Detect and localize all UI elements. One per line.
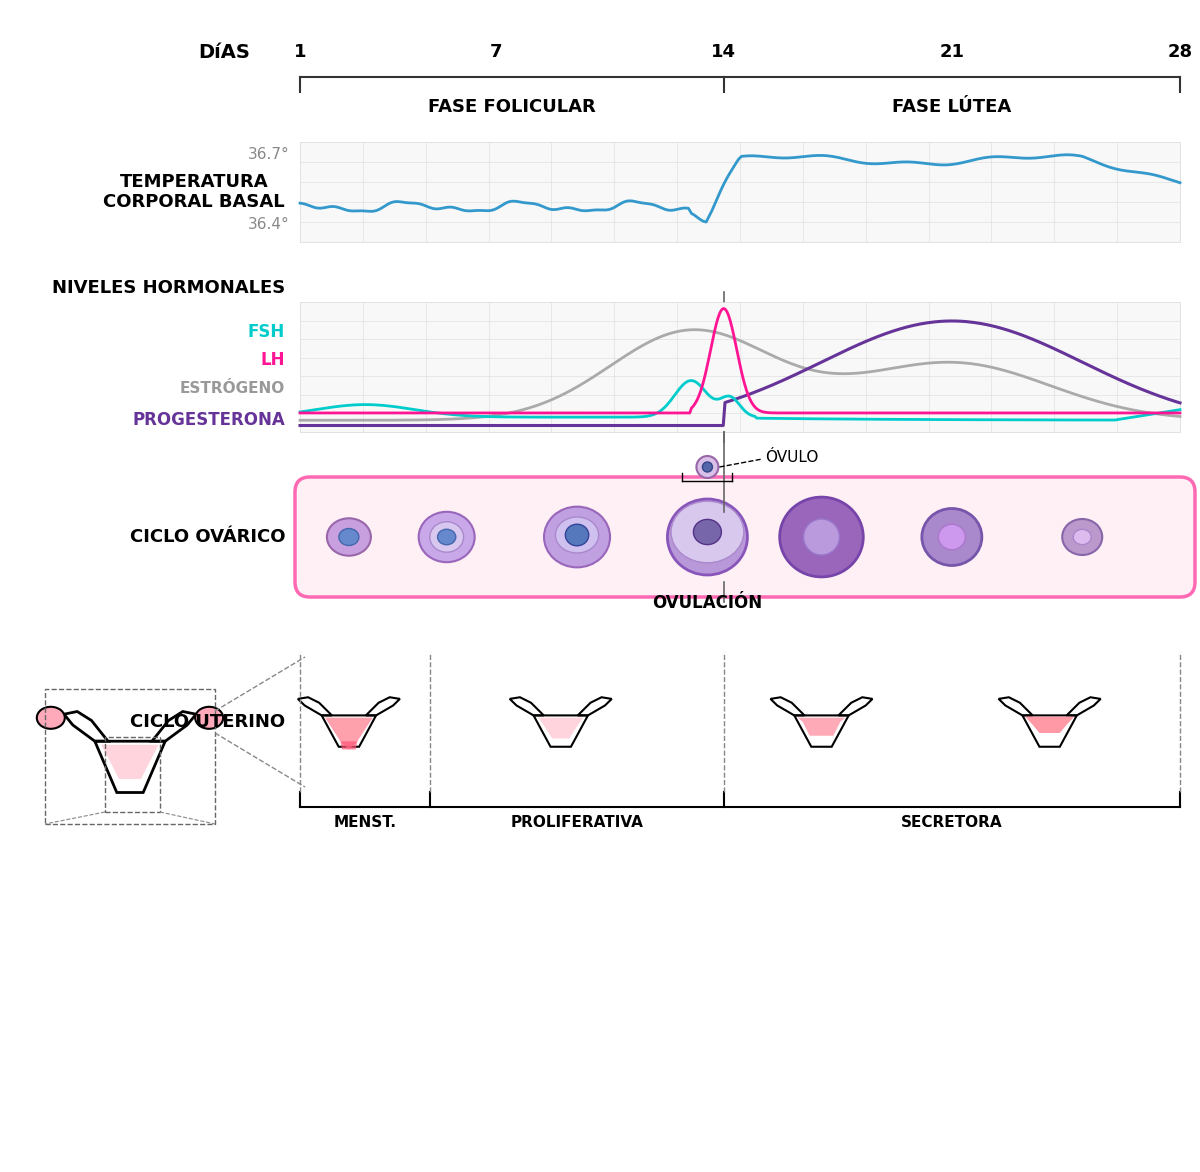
Polygon shape — [798, 717, 845, 736]
Text: ESTRÓGENO: ESTRÓGENO — [180, 381, 286, 395]
Ellipse shape — [1073, 530, 1091, 545]
Text: DíAS: DíAS — [198, 42, 250, 61]
Bar — [106, 737, 160, 812]
Text: LH: LH — [260, 350, 286, 369]
Bar — [46, 689, 215, 824]
Text: 7: 7 — [490, 43, 502, 61]
FancyBboxPatch shape — [295, 477, 1195, 597]
Bar — [300, 142, 1180, 241]
Polygon shape — [325, 717, 373, 750]
Text: OVULACIÓN: OVULACIÓN — [653, 594, 762, 612]
Text: TEMPERATURA
CORPORAL BASAL: TEMPERATURA CORPORAL BASAL — [103, 172, 286, 211]
Ellipse shape — [196, 707, 223, 729]
Ellipse shape — [338, 529, 359, 545]
Text: FASE LÚTEA: FASE LÚTEA — [893, 98, 1012, 116]
Text: 28: 28 — [1168, 43, 1193, 61]
Ellipse shape — [419, 512, 475, 563]
Polygon shape — [539, 717, 583, 738]
Ellipse shape — [780, 497, 863, 577]
Text: CICLO UTERINO: CICLO UTERINO — [130, 713, 286, 731]
Ellipse shape — [326, 518, 371, 556]
Text: SECRETORA: SECRETORA — [901, 815, 1003, 830]
Polygon shape — [1025, 716, 1074, 732]
Ellipse shape — [696, 456, 719, 478]
Text: ÓVULO: ÓVULO — [766, 450, 818, 464]
Ellipse shape — [702, 462, 713, 472]
Text: PROLIFERATIVA: PROLIFERATIVA — [510, 815, 643, 830]
Text: 14: 14 — [712, 43, 737, 61]
Ellipse shape — [804, 519, 840, 556]
Ellipse shape — [938, 524, 965, 550]
Text: MENST.: MENST. — [334, 815, 397, 830]
Ellipse shape — [565, 524, 589, 546]
Ellipse shape — [671, 502, 744, 563]
Text: 21: 21 — [940, 43, 965, 61]
Ellipse shape — [694, 519, 721, 545]
Text: PROGESTERONA: PROGESTERONA — [132, 411, 286, 429]
Ellipse shape — [1062, 519, 1103, 556]
Text: NIVELES HORMONALES: NIVELES HORMONALES — [52, 279, 286, 297]
Text: 36.4°: 36.4° — [248, 217, 290, 232]
Text: FASE FOLICULAR: FASE FOLICULAR — [428, 98, 595, 116]
Ellipse shape — [430, 522, 463, 552]
Text: 36.7°: 36.7° — [248, 146, 290, 162]
Bar — [300, 302, 1180, 432]
Ellipse shape — [667, 499, 748, 575]
Text: 1: 1 — [294, 43, 306, 61]
Ellipse shape — [438, 530, 456, 545]
Polygon shape — [101, 744, 158, 779]
Ellipse shape — [922, 509, 982, 566]
Text: FSH: FSH — [247, 323, 286, 341]
Ellipse shape — [556, 517, 599, 553]
Ellipse shape — [37, 707, 65, 729]
Text: CICLO OVÁRICO: CICLO OVÁRICO — [130, 529, 286, 546]
Polygon shape — [341, 741, 358, 750]
Ellipse shape — [544, 506, 610, 567]
